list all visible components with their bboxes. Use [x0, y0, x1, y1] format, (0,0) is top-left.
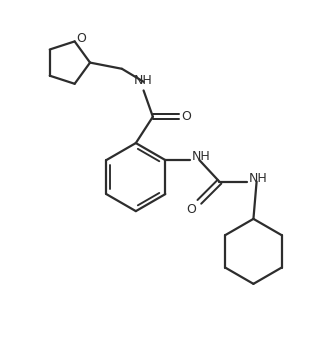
- Text: O: O: [186, 203, 196, 216]
- Text: O: O: [182, 110, 192, 123]
- Text: NH: NH: [192, 150, 211, 164]
- Text: O: O: [76, 32, 86, 46]
- Text: NH: NH: [134, 74, 153, 87]
- Text: NH: NH: [249, 172, 268, 185]
